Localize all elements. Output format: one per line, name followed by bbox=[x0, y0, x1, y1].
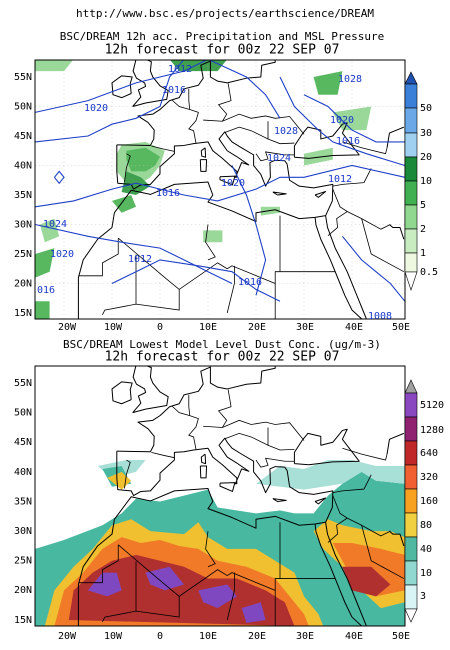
isobar-label: 1012 bbox=[128, 254, 152, 265]
lat-label: 25N bbox=[14, 556, 32, 567]
lon-label: 30E bbox=[296, 631, 314, 642]
lon-label: 50E bbox=[392, 322, 410, 333]
isobar-label: 1016 bbox=[162, 85, 186, 96]
lat-label: 35N bbox=[14, 190, 32, 201]
colorbar bbox=[404, 379, 418, 623]
colorbar-label: 640 bbox=[420, 448, 438, 459]
lon-label: 0 bbox=[157, 322, 163, 333]
isobar-label: 1028 bbox=[274, 126, 298, 137]
colorbar bbox=[404, 71, 418, 291]
lon-label: 20E bbox=[248, 631, 266, 642]
colorbar-label: 160 bbox=[420, 496, 438, 507]
lat-label: 30N bbox=[14, 220, 32, 231]
panel-title: BSC/DREAM Lowest Model Level Dust Conc. … bbox=[63, 338, 381, 351]
lat-label: 20N bbox=[14, 279, 32, 290]
map-dust bbox=[35, 366, 405, 626]
isobar-label: 1024 bbox=[43, 219, 67, 230]
lon-label: 40E bbox=[345, 322, 363, 333]
colorbar-label: 10 bbox=[420, 568, 432, 579]
lat-label: 50N bbox=[14, 408, 32, 419]
isobar-label: 1020 bbox=[84, 103, 108, 114]
lat-label: 55N bbox=[14, 72, 32, 83]
lat-label: 45N bbox=[14, 437, 32, 448]
map-precip bbox=[35, 60, 405, 319]
lat-label: 35N bbox=[14, 496, 32, 507]
colorbar-label: 80 bbox=[420, 520, 432, 531]
panel-subtitle: 12h forecast for 00z 22 SEP 07 bbox=[105, 43, 340, 58]
lon-label: 40E bbox=[345, 631, 363, 642]
lat-label: 20N bbox=[14, 585, 32, 596]
colorbar-label: 0.5 bbox=[420, 267, 438, 278]
isobar-label: 1024 bbox=[267, 153, 291, 164]
isobar-label: 1016 bbox=[156, 188, 180, 199]
lat-label: 25N bbox=[14, 249, 32, 260]
colorbar-label: 40 bbox=[420, 544, 432, 555]
isobar-label: 1012 bbox=[328, 174, 352, 185]
isobar-label: 1028 bbox=[338, 74, 362, 85]
isobar-label: 1020 bbox=[330, 115, 354, 126]
colorbar-label: 1280 bbox=[420, 425, 444, 436]
isobar-label: 1016 bbox=[336, 136, 360, 147]
lat-label: 50N bbox=[14, 102, 32, 113]
colorbar-label: 20 bbox=[420, 152, 432, 163]
lat-label: 45N bbox=[14, 131, 32, 142]
colorbar-label: 2 bbox=[420, 224, 426, 235]
isobar-label: 1012 bbox=[168, 64, 192, 75]
lon-label: 10W bbox=[104, 631, 123, 642]
lon-label: 30E bbox=[296, 322, 314, 333]
lon-label: 20E bbox=[248, 322, 266, 333]
isobar-labels: 1012 1016 1020 1028 1020 1028 1016 1024 … bbox=[37, 64, 392, 322]
isobar-label: 1016 bbox=[238, 277, 262, 288]
colorbar-label: 3 bbox=[420, 591, 426, 602]
lon-label: 50E bbox=[392, 631, 410, 642]
isobar-label: 016 bbox=[37, 285, 55, 296]
panel-title: BSC/DREAM 12h acc. Precipitation and MSL… bbox=[60, 30, 385, 43]
lat-label: 15N bbox=[14, 308, 32, 319]
lat-label: 15N bbox=[14, 615, 32, 626]
lat-label: 40N bbox=[14, 161, 32, 172]
source-url: http://www.bsc.es/projects/earthscience/… bbox=[76, 7, 374, 20]
axis-labels: 55N 50N 45N 40N 35N 30N 25N 20N 15N 20W 10W 0 10E 20E… bbox=[14, 72, 444, 642]
lon-label: 10E bbox=[199, 322, 217, 333]
panel-subtitle: 12h forecast for 00z 22 SEP 07 bbox=[105, 350, 340, 365]
colorbar-label: 50 bbox=[420, 103, 432, 114]
lat-label: 55N bbox=[14, 378, 32, 389]
isobar-label: 1020 bbox=[50, 249, 74, 260]
lon-label: 20W bbox=[58, 322, 77, 333]
lon-label: 0 bbox=[157, 631, 163, 642]
lat-label: 30N bbox=[14, 526, 32, 537]
colorbar-label: 30 bbox=[420, 128, 432, 139]
colorbar-label: 5120 bbox=[420, 400, 444, 411]
colorbar-label: 1 bbox=[420, 248, 426, 259]
isobar-label: 1008 bbox=[368, 311, 392, 322]
lon-label: 10E bbox=[199, 631, 217, 642]
isobar-label: 1020 bbox=[221, 178, 245, 189]
colorbar-label: 5 bbox=[420, 200, 426, 211]
lon-label: 20W bbox=[58, 631, 77, 642]
lon-label: 10W bbox=[104, 322, 123, 333]
colorbar-label: 320 bbox=[420, 472, 438, 483]
lat-label: 40N bbox=[14, 467, 32, 478]
colorbar-label: 10 bbox=[420, 176, 432, 187]
